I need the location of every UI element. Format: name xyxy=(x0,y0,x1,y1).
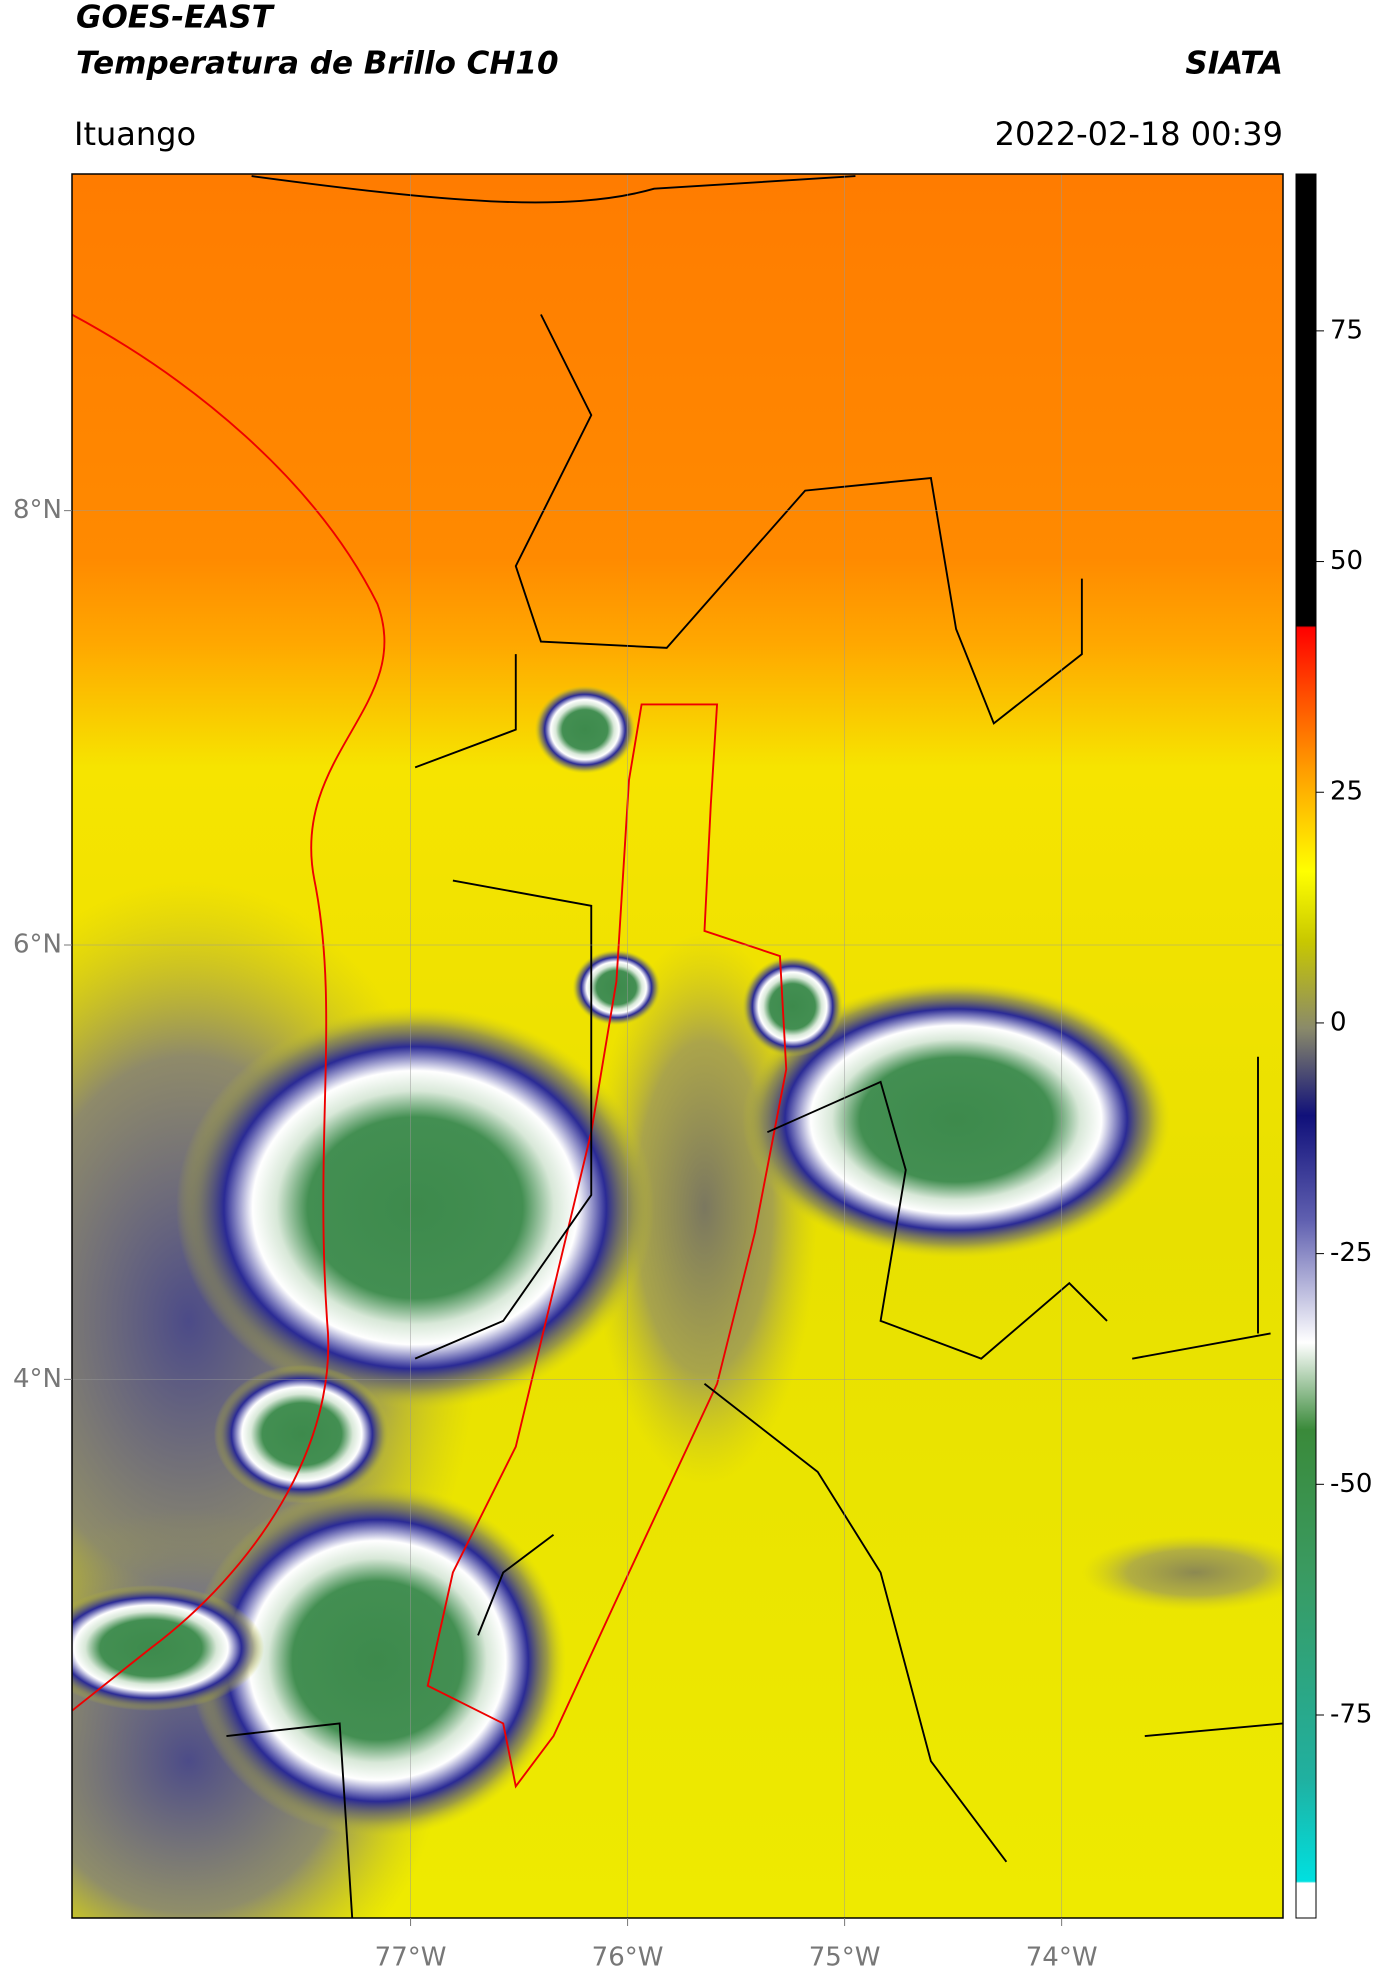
colorbar-tick-label: 25 xyxy=(1330,777,1363,807)
location: Ituango xyxy=(74,115,196,153)
x-tick-label: 77°W xyxy=(375,1943,447,1973)
map-imagery xyxy=(72,174,1283,1918)
datetime: 2022-02-18 00:39 xyxy=(995,115,1283,153)
x-tick-label: 74°W xyxy=(1026,1943,1098,1973)
y-tick-label: 6°N xyxy=(13,930,62,960)
source: SIATA xyxy=(1185,46,1283,82)
colorbar-tick-label: 0 xyxy=(1330,1007,1347,1037)
grid xyxy=(72,174,1283,1918)
colorbar xyxy=(1295,173,1317,1919)
x-tick-label: 76°W xyxy=(592,1943,664,1973)
colorbar-tick-label: -75 xyxy=(1330,1699,1372,1729)
colorbar-tick-label: 50 xyxy=(1330,546,1363,576)
y-tick-label: 8°N xyxy=(13,495,62,525)
x-tick-label: 75°W xyxy=(809,1943,881,1973)
title: GOES-EAST xyxy=(76,0,276,36)
colorbar-tick-label: -25 xyxy=(1330,1238,1372,1268)
y-tick-label: 4°N xyxy=(13,1364,62,1394)
map-frame xyxy=(71,173,1284,1919)
subtitle: Temperatura de Brillo CH10 xyxy=(76,46,559,82)
colorbar-tick-label: -50 xyxy=(1330,1469,1372,1499)
colorbar-tick-label: 75 xyxy=(1330,315,1363,345)
